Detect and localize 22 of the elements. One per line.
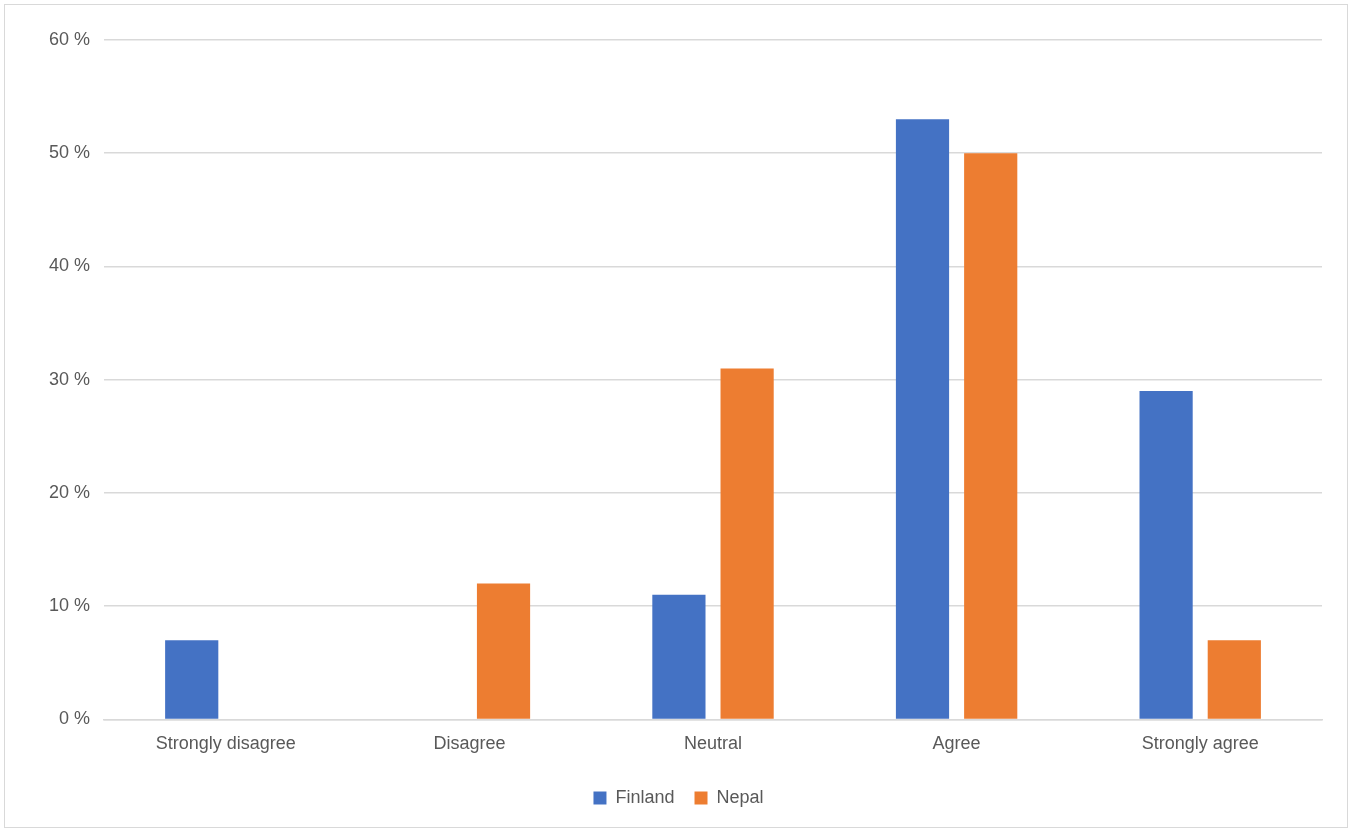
y-tick-label: 20 % [49,481,91,502]
x-tick-label: Disagree [433,733,506,754]
bar [165,640,219,719]
x-tick-label: Strongly disagree [155,733,296,754]
bar [964,153,1018,719]
y-tick-label: 10 % [49,595,91,616]
bar [476,583,531,719]
x-tick-label: Neutral [684,733,743,754]
bar [652,594,706,719]
bar [720,368,774,719]
bar [895,119,950,719]
y-tick-label: 60 % [49,28,91,49]
legend-label: Nepal [716,786,764,807]
bar [1139,391,1193,719]
legend-label: Finland [615,786,675,807]
y-tick-label: 0 % [59,708,91,729]
x-tick-label: Strongly agree [1141,733,1259,754]
y-tick-label: 50 % [49,142,91,163]
y-tick-label: 40 % [49,255,91,276]
bar [1207,640,1261,719]
x-tick-label: Agree [932,733,981,754]
y-tick-label: 30 % [49,368,91,389]
